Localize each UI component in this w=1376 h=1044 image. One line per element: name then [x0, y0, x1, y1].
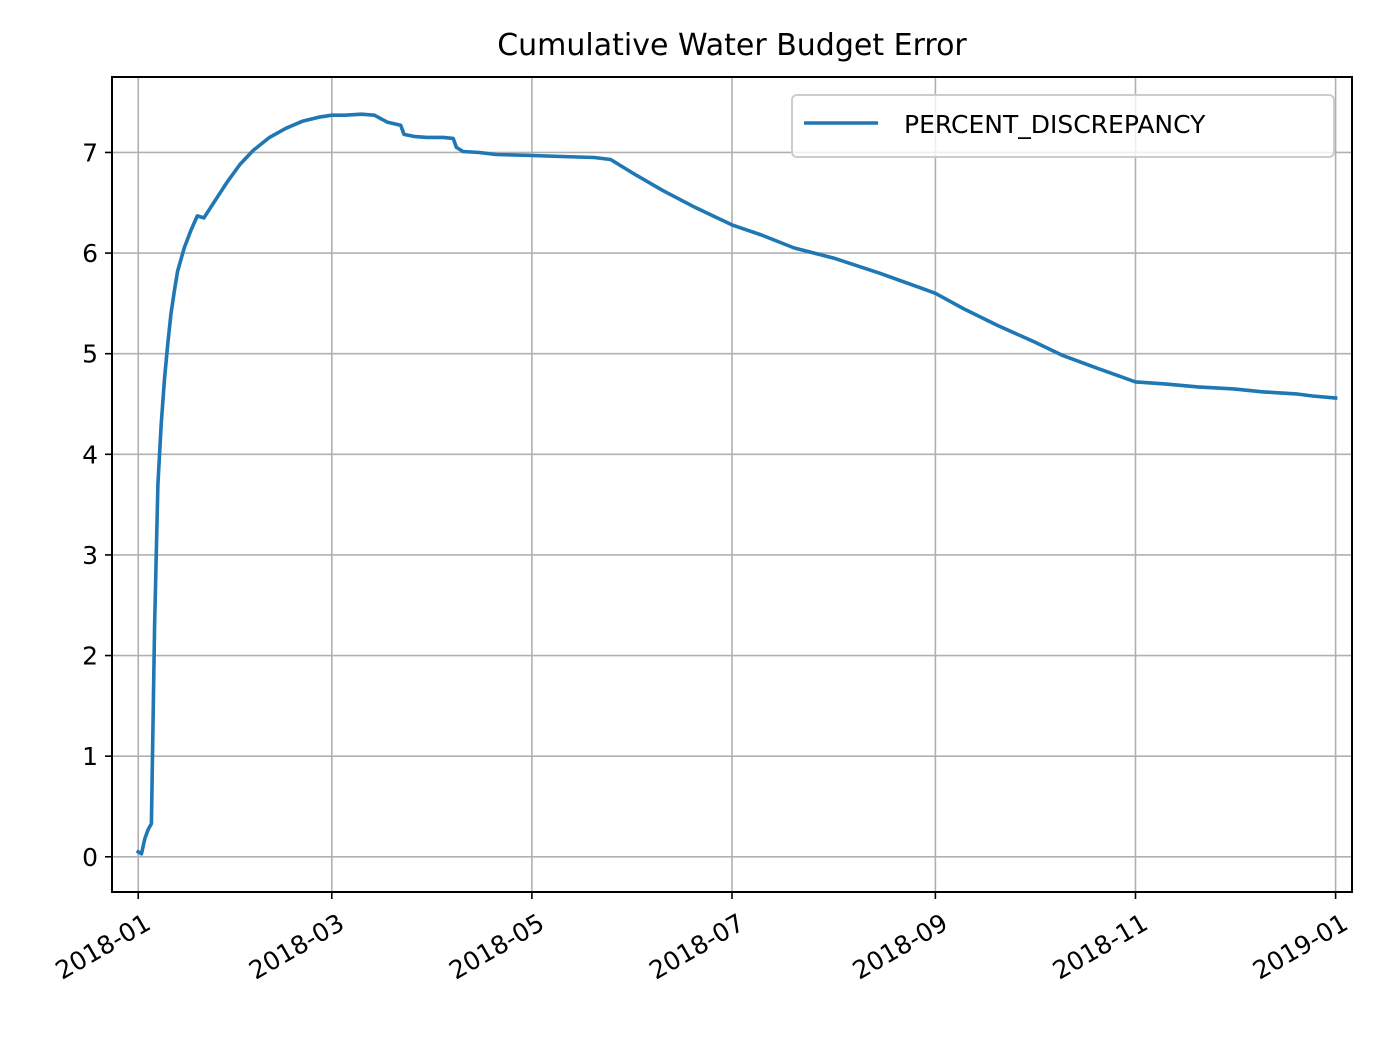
legend: PERCENT_DISCREPANCY	[791, 94, 1335, 158]
y-tick-label: 1	[82, 742, 98, 771]
y-tick-label: 4	[82, 440, 98, 469]
y-tick-label: 6	[82, 239, 98, 268]
series-line-percent-discrepancy	[135, 112, 1338, 856]
y-axis-ticks: 0 1 2 3 4 5 6 7	[82, 138, 112, 872]
y-tick-label: 3	[82, 541, 98, 570]
x-tick-label: 2018-09	[848, 908, 953, 985]
grid-lines	[112, 77, 1352, 892]
x-tick-label: 2018-07	[644, 908, 749, 985]
y-tick-label: 5	[82, 340, 98, 369]
x-tick-label: 2019-01	[1248, 908, 1353, 985]
x-tick-label: 2018-05	[444, 908, 549, 985]
x-axis-ticks: 2018-01 2018-03 2018-05 2018-07 2018-09 2018-…	[50, 892, 1353, 985]
x-tick-label: 2018-01	[50, 908, 155, 985]
legend-box	[791, 94, 1335, 158]
plot-area	[135, 112, 1338, 856]
y-tick-label: 7	[82, 138, 98, 167]
x-tick-label: 2018-03	[244, 908, 349, 985]
x-tick-label: 2018-11	[1048, 908, 1153, 985]
legend-label: PERCENT_DISCREPANCY	[904, 110, 1206, 139]
y-tick-label: 2	[82, 642, 98, 671]
chart-title: Cumulative Water Budget Error	[497, 28, 967, 63]
y-tick-label: 0	[82, 843, 98, 872]
